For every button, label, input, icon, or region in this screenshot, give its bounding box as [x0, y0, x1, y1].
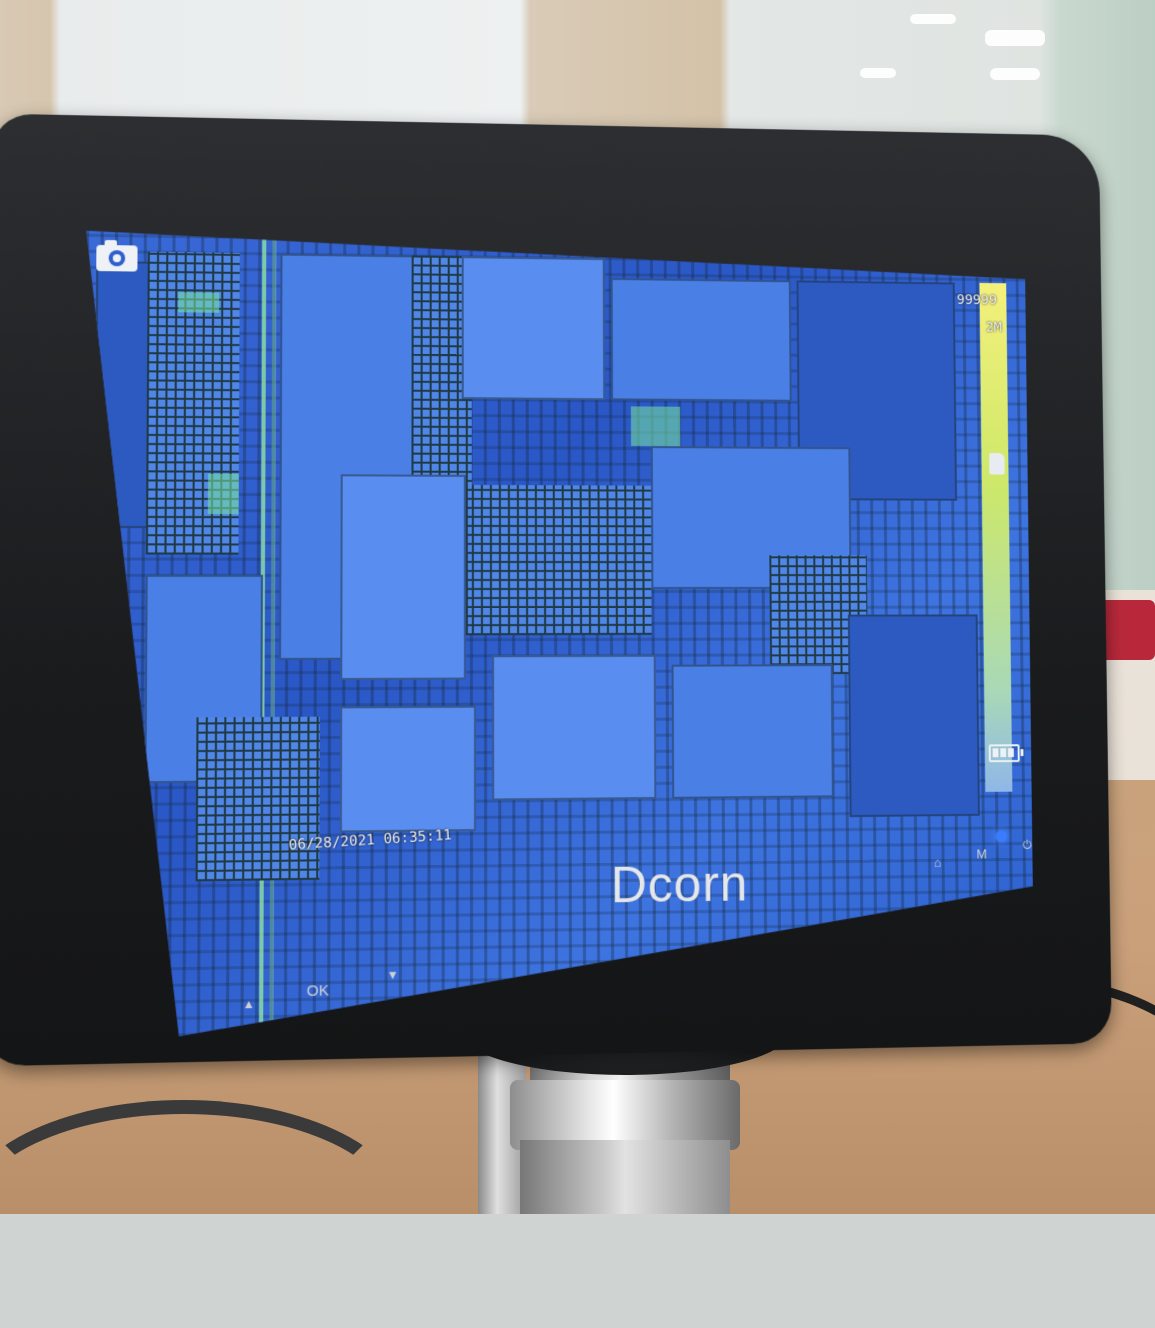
- image-region: [492, 655, 656, 801]
- image-region: [340, 474, 466, 680]
- brand-logo: Dcorn: [610, 855, 749, 914]
- image-region: [472, 485, 652, 635]
- ceiling-light: [910, 14, 956, 24]
- power-led-indicator: [995, 830, 1008, 843]
- shot-counter: 99999: [956, 292, 998, 309]
- ceiling-light: [860, 68, 896, 78]
- battery-icon: [989, 744, 1020, 762]
- home-button[interactable]: ⌂: [933, 854, 942, 870]
- resolution-label: 2M: [985, 319, 1002, 336]
- image-region: [462, 256, 605, 400]
- battery-cell: [1008, 748, 1014, 757]
- up-button[interactable]: ▲: [242, 996, 255, 1012]
- photo-scene: 99999 2M 06/28/2021 06:35:11 Dcorn ▲ OK …: [0, 0, 1155, 1214]
- sd-card-icon: [989, 453, 1005, 475]
- ok-button[interactable]: OK: [306, 982, 329, 1000]
- image-trace: [269, 234, 276, 1035]
- image-region: [611, 278, 792, 402]
- image-region: [340, 706, 476, 833]
- image-region: [672, 664, 834, 799]
- image-region: [196, 717, 320, 882]
- image-highlight: [208, 474, 239, 515]
- battery-cell: [993, 748, 999, 757]
- image-edge-highlight: [979, 283, 1012, 792]
- down-button[interactable]: ▼: [386, 967, 399, 983]
- microscope-body: [520, 1140, 730, 1214]
- display-screen: 99999 2M 06/28/2021 06:35:11: [80, 231, 1035, 1039]
- ceiling-light: [985, 30, 1045, 46]
- menu-button[interactable]: M: [976, 846, 988, 862]
- battery-cell: [1000, 748, 1006, 757]
- power-button[interactable]: ⏻: [1022, 837, 1032, 852]
- camera-icon: [94, 239, 140, 274]
- microscope-display: 99999 2M 06/28/2021 06:35:11 Dcorn ▲ OK …: [0, 113, 1112, 1067]
- image-region: [848, 614, 980, 817]
- image-highlight: [178, 292, 219, 313]
- ceiling-light: [990, 68, 1040, 80]
- image-highlight: [631, 406, 680, 446]
- microscope-collar: [510, 1080, 740, 1150]
